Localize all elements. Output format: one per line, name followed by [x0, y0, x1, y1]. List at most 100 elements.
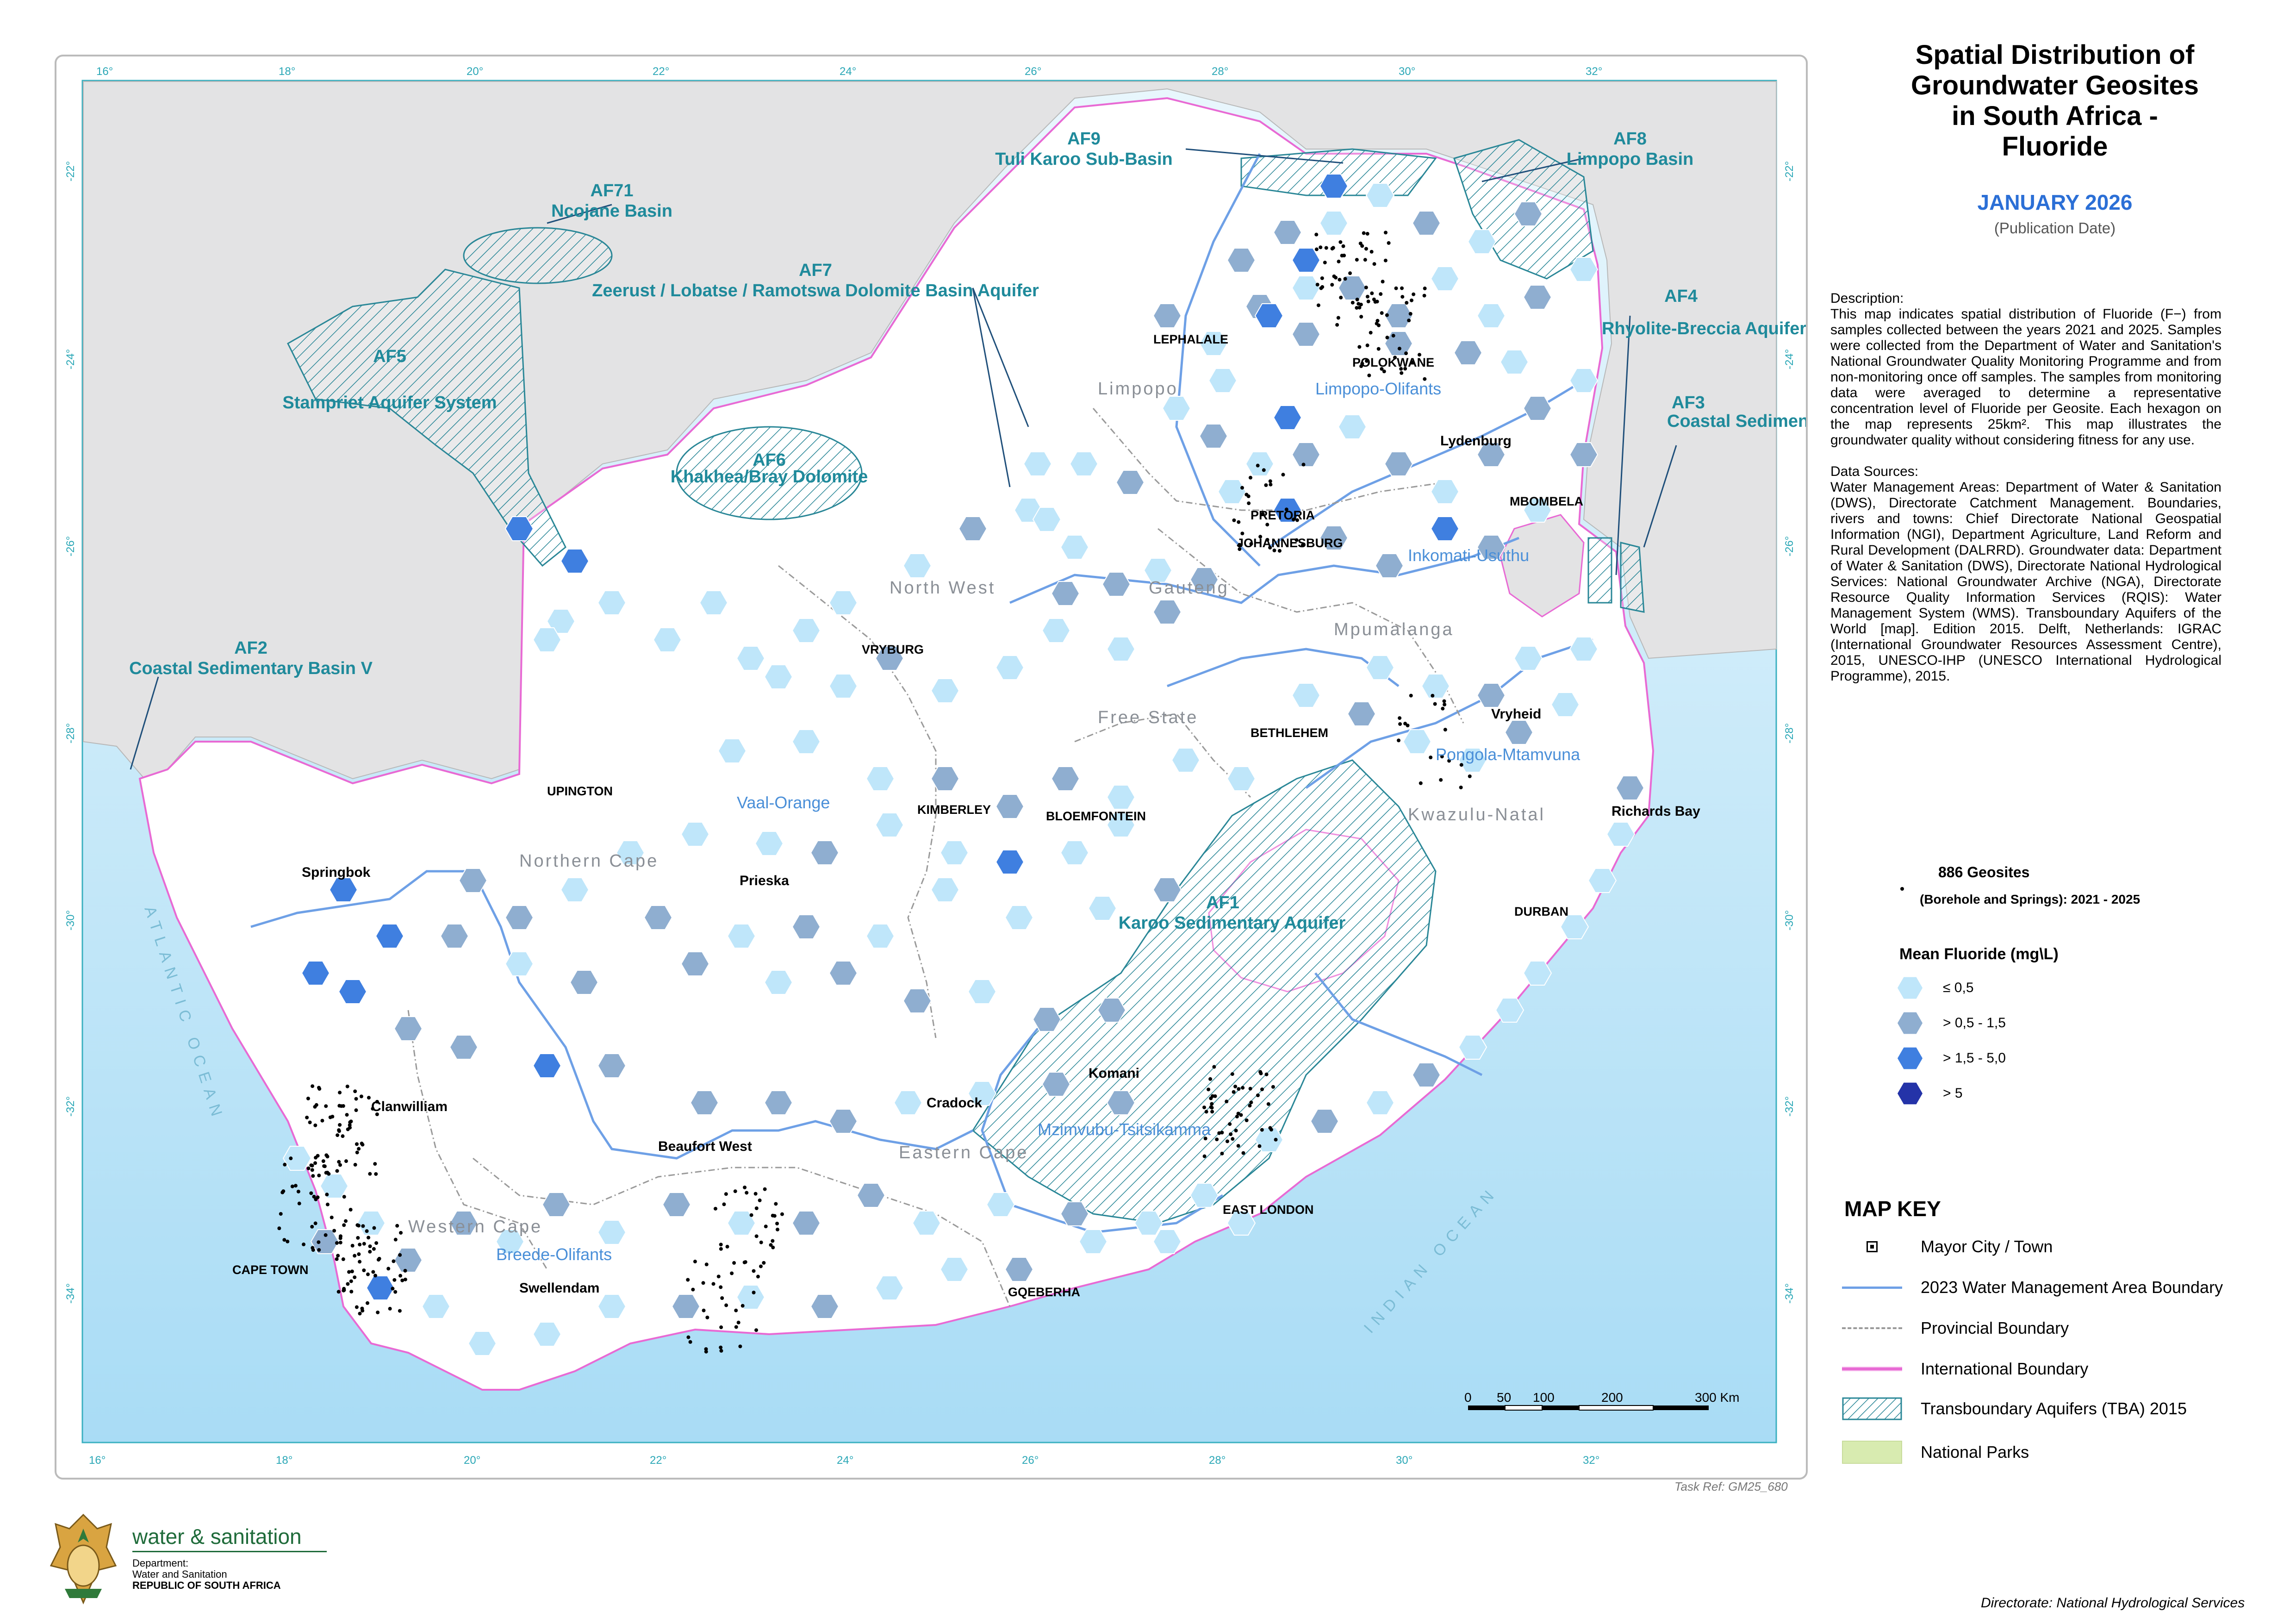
geosite-dot — [1268, 479, 1272, 483]
fluoride-hexagon — [736, 646, 765, 671]
svg-text:Gauteng: Gauteng — [1149, 578, 1229, 598]
geosite-dot — [1363, 258, 1367, 262]
af5-code: AF5 — [373, 347, 406, 366]
fluoride-hexagon — [764, 1090, 793, 1115]
geosite-dot — [289, 1156, 293, 1161]
fluoride-hexagon — [995, 849, 1025, 874]
fluoride-hexagon — [1152, 1229, 1182, 1254]
fluoride-hexagon — [791, 729, 821, 754]
hex-very-high-icon — [1898, 1082, 1923, 1105]
geosite-dot — [337, 1128, 341, 1132]
geosite-dot — [1385, 313, 1389, 317]
geosite-dot — [1380, 311, 1384, 315]
svg-text:18°: 18° — [276, 1454, 292, 1467]
geosite-dot — [310, 1168, 314, 1172]
geosite-dot — [774, 1202, 778, 1206]
geosite-dot — [1220, 1131, 1224, 1135]
fluoride-hexagon — [1412, 1062, 1441, 1087]
fluoride-hexagon — [930, 678, 960, 703]
svg-text:Free State: Free State — [1098, 708, 1198, 727]
geosite-dot — [1385, 336, 1389, 340]
geosite-dot — [374, 1241, 379, 1245]
fluoride-hexagon — [504, 905, 534, 930]
af9-name: Tuli Karoo Sub-Basin — [995, 150, 1173, 169]
geosite-dot — [1265, 523, 1269, 527]
geosite-dot — [1398, 722, 1402, 726]
geosites-count: 886 Geosites — [1938, 864, 2030, 881]
fluoride-hexagon — [1023, 451, 1052, 476]
geosite-dot — [1265, 537, 1269, 542]
geosite-dot — [1357, 306, 1362, 310]
aquifer-labels: AF71 Ncojane Basin AF7 Zeerust / Lobatse… — [129, 129, 1806, 933]
geosite-dot — [1238, 547, 1242, 551]
legend-class-moderate: > 0,5 - 1,5 — [1898, 1012, 2006, 1034]
geosite-dot — [1249, 542, 1253, 546]
geosite-dot — [361, 1224, 365, 1228]
fluoride-hexagon — [1310, 1109, 1339, 1134]
fluoride-legend-title: Mean Fluoride (mg\L) — [1899, 945, 2059, 963]
af2-code: AF2 — [234, 638, 268, 658]
geosite-dot — [740, 1304, 745, 1308]
geosite-dot — [371, 1106, 375, 1111]
geosite-dot — [1248, 1087, 1252, 1091]
geosite-dot — [1376, 347, 1381, 351]
svg-text:22°: 22° — [653, 65, 669, 78]
geosite-dot — [705, 1315, 709, 1319]
geosite-dot — [335, 1241, 339, 1245]
geosite-dot — [1408, 312, 1412, 316]
fluoride-hexagon — [662, 1192, 691, 1217]
geosite-dot — [771, 1245, 775, 1249]
geosite-dot — [324, 1104, 328, 1108]
svg-text:BETHLEHEM: BETHLEHEM — [1251, 726, 1328, 740]
geosite-dot — [1383, 231, 1388, 235]
svg-text:Springbok: Springbok — [302, 865, 371, 880]
fluoride-hexagon — [504, 516, 534, 541]
geosite-dot — [324, 1233, 328, 1237]
fluoride-hexagon — [1476, 442, 1506, 467]
geosite-dot — [353, 1089, 357, 1093]
geosite-dot — [1210, 1102, 1214, 1106]
geosite-dot — [1261, 512, 1265, 516]
geosite-dot — [372, 1247, 376, 1251]
geosite-dot — [344, 1219, 348, 1223]
fluoride-hexagon — [736, 1285, 765, 1310]
geosite-dot — [1370, 291, 1374, 295]
fluoride-hexagon — [1523, 498, 1552, 523]
geosite-dot — [736, 1320, 740, 1324]
geosite-dot — [338, 1091, 342, 1095]
geosite-dot — [367, 1096, 371, 1100]
fluoride-hexagon — [449, 1035, 479, 1060]
geosite-dot — [1339, 295, 1343, 300]
geosite-dot — [321, 1159, 325, 1163]
geosite-dot — [386, 1267, 391, 1271]
svg-text:-34°: -34° — [1783, 1283, 1796, 1304]
fluoride-hexagon — [1245, 451, 1275, 476]
geosite-dot — [349, 1279, 353, 1283]
geosite-dot — [344, 1159, 348, 1163]
fluoride-hexagon — [699, 590, 728, 615]
svg-text:UPINGTON: UPINGTON — [547, 784, 613, 798]
geosite-dot — [733, 1189, 737, 1193]
svg-text:50: 50 — [1497, 1390, 1511, 1405]
description-body: This map indicates spatial distribution … — [1830, 306, 2221, 448]
fluoride-hexagon — [1421, 674, 1450, 699]
geosite-dot — [769, 1243, 773, 1247]
fluoride-hexagon-layer — [282, 174, 1645, 1356]
geosite-dot — [1237, 1087, 1241, 1091]
svg-text:30°: 30° — [1399, 65, 1415, 78]
geosite-dot — [1319, 245, 1323, 250]
geosite-dot — [358, 1312, 362, 1316]
fluoride-hexagon — [1078, 1229, 1108, 1254]
fluoride-hexagon — [1430, 516, 1460, 541]
geosite-dot — [1225, 1099, 1229, 1104]
svg-text:Beaufort West: Beaufort West — [658, 1139, 752, 1154]
fluoride-hexagon — [301, 961, 330, 986]
geosite-dot — [353, 1254, 357, 1258]
key-wma-boundary: 2023 Water Management Area Boundary — [1842, 1276, 2223, 1299]
svg-text:16°: 16° — [89, 1454, 106, 1467]
svg-text:Breede-Olifants: Breede-Olifants — [496, 1245, 612, 1264]
geosite-dot — [1365, 294, 1369, 299]
geosite-dot — [283, 1162, 287, 1167]
geosite-dot — [1400, 286, 1404, 290]
geosite-dot — [349, 1119, 353, 1124]
